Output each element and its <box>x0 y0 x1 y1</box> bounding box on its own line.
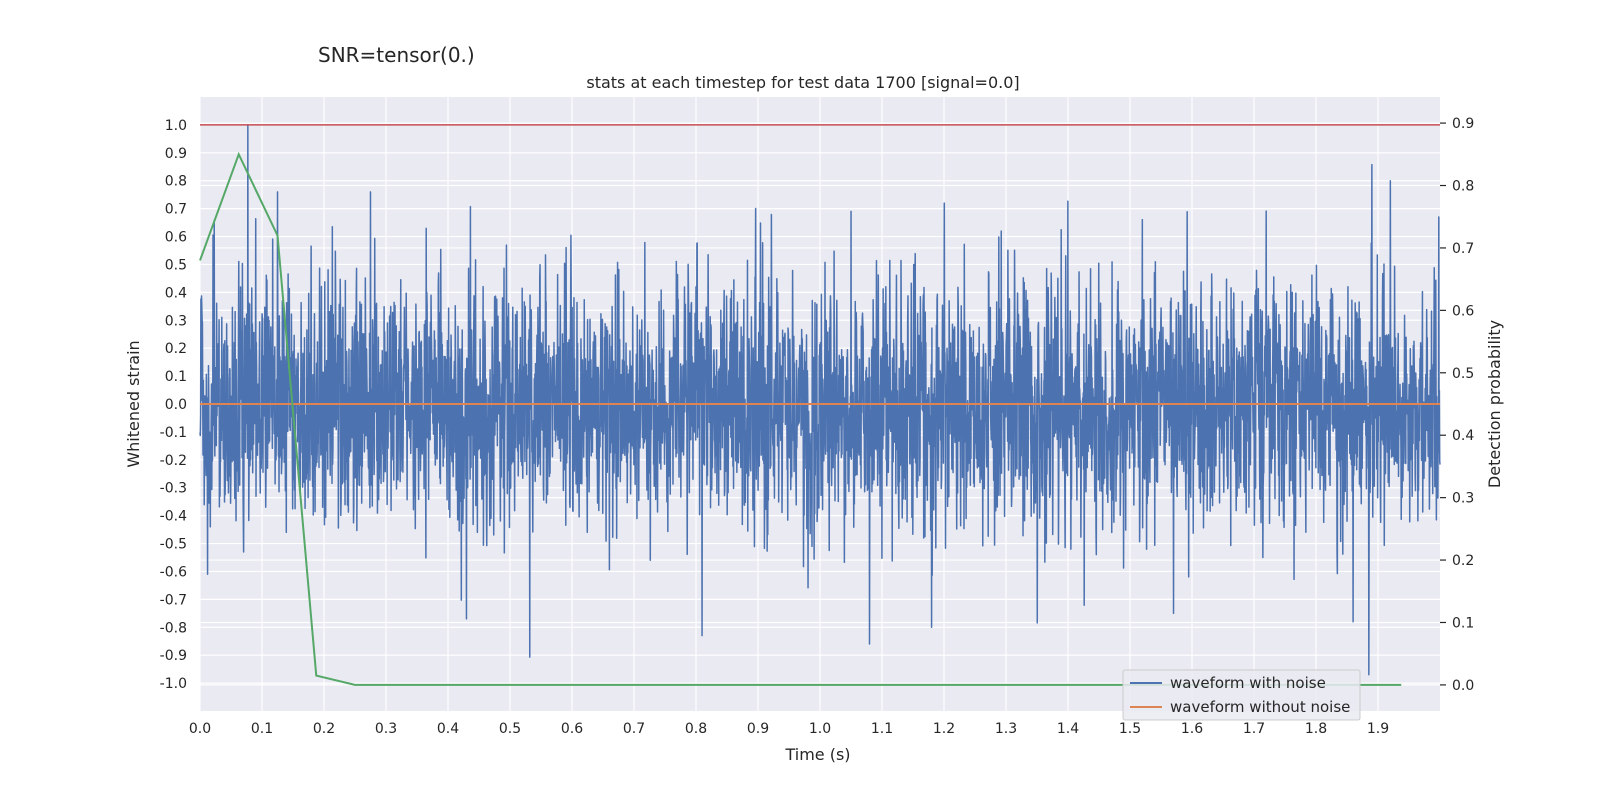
y-left-tick-label: 0.4 <box>165 285 187 301</box>
x-tick-label: 0.2 <box>313 721 335 737</box>
y-left-tick-label: -0.9 <box>160 648 187 664</box>
x-tick-label: 1.3 <box>995 721 1017 737</box>
y-left-tick-label: 1.0 <box>165 118 187 134</box>
y-left-tick-label: 0.1 <box>165 369 187 385</box>
y-left-tick-label: 0.0 <box>165 397 187 413</box>
y-left-tick-label: -0.7 <box>160 592 187 608</box>
y-left-tick-label: -0.5 <box>160 537 187 553</box>
x-tick-label: 0.4 <box>437 721 459 737</box>
y-left-tick-label: -0.6 <box>160 564 187 580</box>
x-tick-label: 1.1 <box>871 721 893 737</box>
legend-box <box>1122 669 1361 721</box>
y-axis-right-label: Detection probability <box>1485 320 1504 488</box>
x-axis-label: Time (s) <box>784 745 850 764</box>
y-right-tick-label: 0.9 <box>1452 116 1474 132</box>
y-left-tick-label: 0.3 <box>165 313 187 329</box>
series-waveform-with-noise <box>199 124 1441 676</box>
chart-title: stats at each timestep for test data 170… <box>586 73 1019 92</box>
y-axis-left-label: Whitened strain <box>124 340 143 467</box>
y-left-tick-label: 0.8 <box>165 174 187 190</box>
y-left-tick-label: 0.2 <box>165 341 187 357</box>
legend: waveform with noise waveform without noi… <box>1122 669 1361 721</box>
y-left-tick-label: 0.9 <box>165 146 187 162</box>
y-left-tick-label: 0.7 <box>165 202 187 218</box>
y-right-tick-label: 0.5 <box>1452 366 1474 382</box>
x-tick-label: 1.9 <box>1367 721 1389 737</box>
y-left-tick-label: 0.6 <box>165 230 187 246</box>
series-layer <box>199 124 1441 686</box>
x-tick-label: 1.0 <box>809 721 831 737</box>
y-right-tick-label: 0.4 <box>1452 428 1474 444</box>
y-right-tick-label: 0.1 <box>1452 615 1474 631</box>
y-right-tick-label: 0.2 <box>1452 553 1474 569</box>
y-right-tick-label: 0.3 <box>1452 491 1474 507</box>
legend-label-waveform-with-noise: waveform with noise <box>1170 674 1326 692</box>
y-left-tick-label: 0.5 <box>165 257 187 273</box>
y-right-tick-label: 0.0 <box>1452 678 1474 694</box>
x-tick-label: 0.3 <box>375 721 397 737</box>
x-tick-label: 0.5 <box>499 721 521 737</box>
y-left-tick-label: -0.2 <box>160 453 187 469</box>
chart-suptitle: SNR=tensor(0.) <box>318 43 475 67</box>
y-left-tick-label: -0.3 <box>160 481 187 497</box>
y-left-tick-label: -0.4 <box>160 509 187 525</box>
x-tick-label: 1.5 <box>1119 721 1141 737</box>
x-tick-label: 0.0 <box>189 721 211 737</box>
tick-layer: 0.0 0.1 0.2 0.3 0.4 0.5 0.6 0.7 0.8 0.9 1.0 1.1 1.2 1… <box>160 116 1475 737</box>
y-right-tick-label: 0.6 <box>1452 303 1474 319</box>
x-tick-label: 0.9 <box>747 721 769 737</box>
x-tick-label: 0.6 <box>561 721 583 737</box>
y-right-tick-label: 0.8 <box>1452 179 1474 195</box>
legend-label-waveform-without-noise: waveform without noise <box>1170 698 1350 716</box>
x-tick-label: 1.8 <box>1305 721 1327 737</box>
y-left-tick-label: -0.1 <box>160 425 187 441</box>
series-detection-probability <box>199 151 1402 686</box>
x-tick-label: 1.7 <box>1243 721 1265 737</box>
x-tick-label: 0.7 <box>623 721 645 737</box>
x-tick-label: 1.6 <box>1181 721 1203 737</box>
y-left-tick-label: -1.0 <box>160 676 187 692</box>
x-tick-label: 0.8 <box>685 721 707 737</box>
x-tick-label: 1.4 <box>1057 721 1079 737</box>
x-tick-label: 0.1 <box>251 721 273 737</box>
y-left-tick-label: -0.8 <box>160 620 187 636</box>
x-tick-label: 1.2 <box>933 721 955 737</box>
y-right-tick-label: 0.7 <box>1452 241 1474 257</box>
